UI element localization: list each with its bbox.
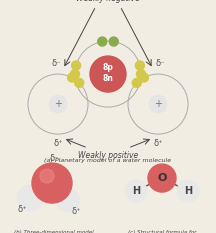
Text: δ⁻: δ⁻ (155, 59, 165, 68)
Circle shape (149, 95, 167, 113)
Text: δ⁺: δ⁺ (17, 205, 27, 214)
Circle shape (109, 37, 118, 46)
Text: Weakly positive: Weakly positive (78, 151, 138, 160)
Circle shape (49, 95, 67, 113)
Circle shape (125, 180, 147, 202)
Circle shape (139, 73, 148, 82)
Circle shape (90, 56, 126, 92)
Circle shape (17, 185, 43, 211)
Text: +: + (54, 99, 62, 109)
Text: 8p
8n: 8p 8n (103, 63, 113, 83)
Circle shape (56, 188, 80, 212)
Text: δ⁺: δ⁺ (71, 207, 81, 216)
Text: δ⁺: δ⁺ (153, 139, 163, 148)
Circle shape (68, 73, 77, 82)
Text: (a) Planetary model of a water molecule: (a) Planetary model of a water molecule (44, 158, 172, 163)
Circle shape (148, 164, 176, 192)
Circle shape (98, 37, 107, 46)
Text: Weakly negative: Weakly negative (76, 0, 140, 3)
Text: δ⁻: δ⁻ (49, 154, 59, 163)
Text: O: O (157, 173, 167, 183)
Circle shape (72, 61, 81, 70)
Text: H: H (184, 186, 192, 196)
Text: H: H (132, 186, 140, 196)
Circle shape (32, 163, 72, 203)
Circle shape (40, 169, 54, 183)
Text: +: + (154, 99, 162, 109)
Circle shape (135, 61, 144, 70)
Circle shape (137, 69, 146, 79)
Circle shape (177, 180, 199, 202)
Circle shape (132, 78, 141, 87)
Text: (c) Structural formula for
water molecule: (c) Structural formula for water molecul… (128, 230, 196, 233)
Text: δ⁻: δ⁻ (51, 59, 61, 68)
Text: δ⁺: δ⁺ (53, 139, 63, 148)
Circle shape (70, 69, 79, 79)
Circle shape (75, 78, 84, 87)
Text: (b) Three-dimensional model
of a water molecule: (b) Three-dimensional model of a water m… (14, 230, 94, 233)
